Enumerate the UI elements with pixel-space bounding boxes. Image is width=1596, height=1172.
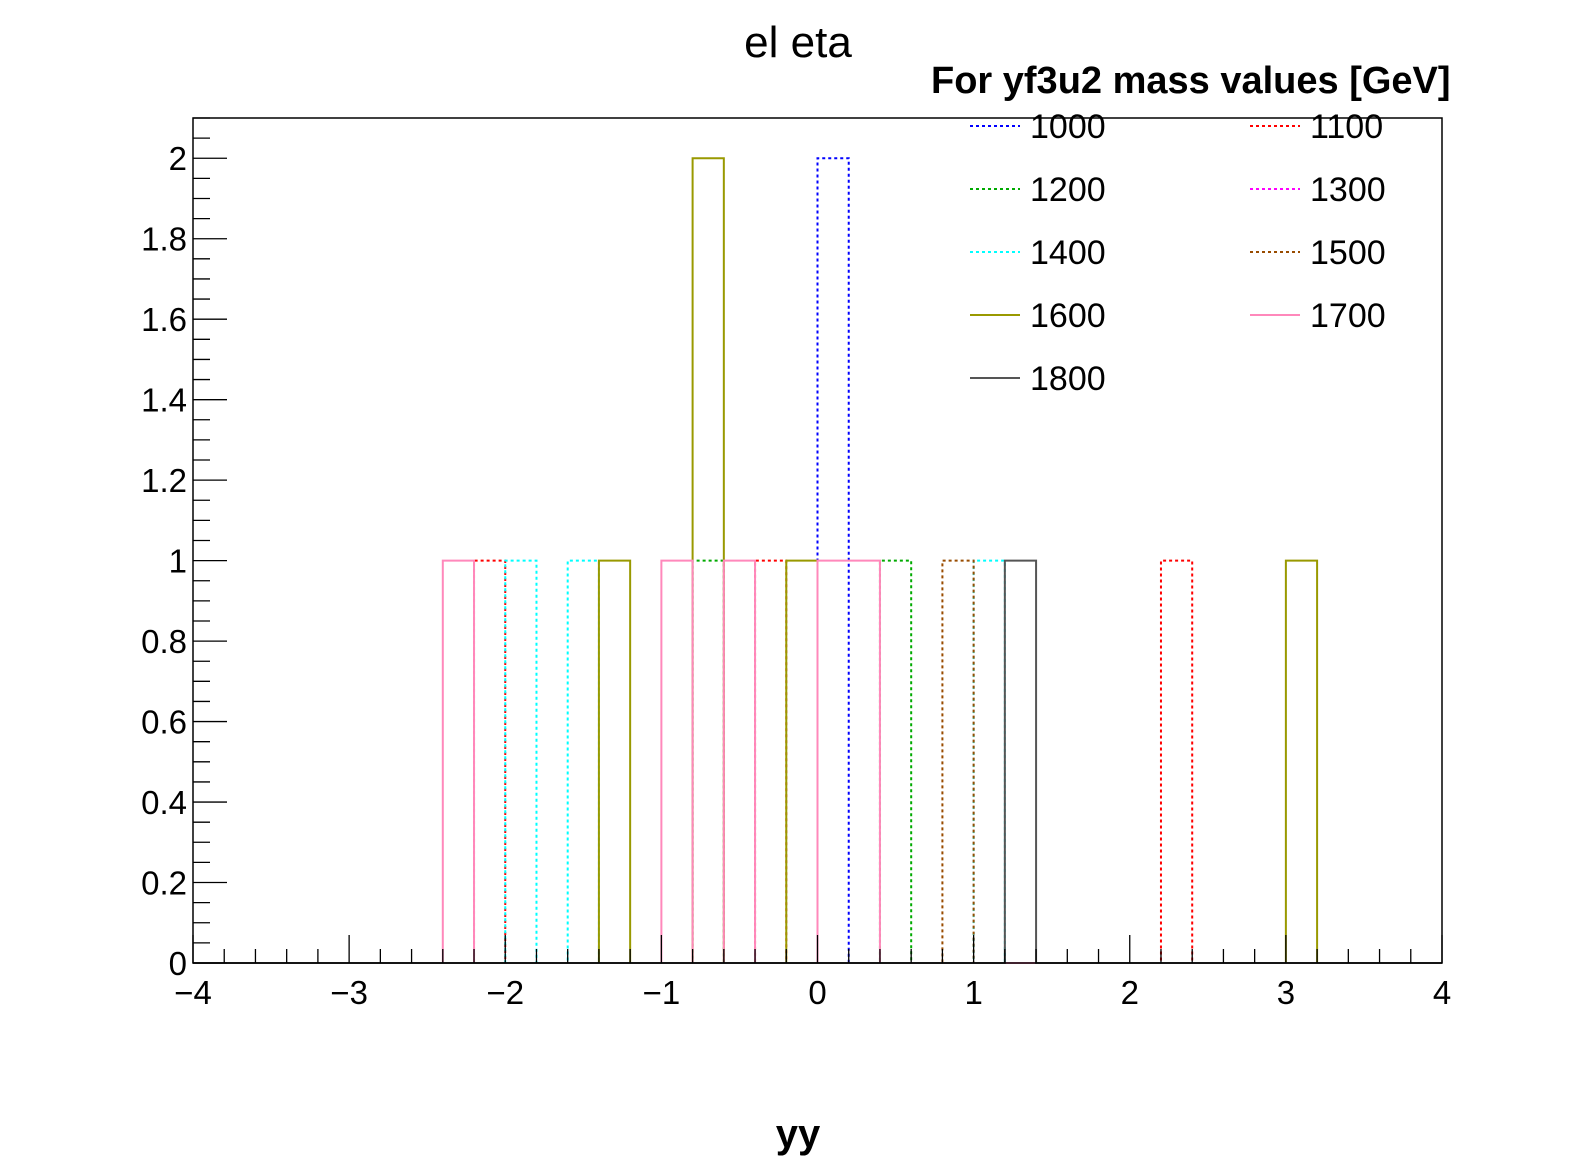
y-tick-label: 0.4 xyxy=(141,784,187,821)
x-axis-label: yy xyxy=(776,1112,821,1156)
y-axis-tick-labels: 0 0.2 0.4 0.6 0.8 1 1.2 1.4 1.6 1.8 2 xyxy=(141,140,187,982)
legend-entry-1600: 1600 xyxy=(970,297,1106,335)
legend-label: 1600 xyxy=(1030,297,1106,335)
y-tick-label: 0.2 xyxy=(141,865,187,902)
series-layer xyxy=(193,157,1442,964)
x-tick-label: 2 xyxy=(1121,974,1139,1011)
legend-entry-1000: 1000 xyxy=(970,108,1106,146)
legend-label: 1100 xyxy=(1310,108,1383,146)
chart-title: el eta xyxy=(744,18,852,67)
x-tick-label: −1 xyxy=(643,974,681,1011)
y-tick-label: 1 xyxy=(169,543,187,580)
legend-entry-1800: 1800 xyxy=(970,360,1106,398)
x-tick-label: 4 xyxy=(1433,974,1451,1011)
legend-label: 1400 xyxy=(1030,234,1106,272)
series-1700-histogram xyxy=(193,559,1442,964)
x-tick-label: −4 xyxy=(174,974,212,1011)
legend-label: 1800 xyxy=(1030,360,1106,398)
legend-label: 1300 xyxy=(1310,171,1386,209)
legend-label: 1700 xyxy=(1310,297,1386,335)
axis-ticks xyxy=(192,117,1443,964)
legend-label: 1200 xyxy=(1030,171,1106,209)
legend-entry-1500: 1500 xyxy=(1250,234,1386,272)
y-tick-label: 2 xyxy=(169,140,187,177)
legend-entry-1700: 1700 xyxy=(1250,297,1386,335)
legend-label: 1000 xyxy=(1030,108,1106,146)
y-tick-label: 1.2 xyxy=(141,462,187,499)
legend-header: For yf3u2 mass values [GeV] xyxy=(931,60,1451,102)
y-tick-label: 0 xyxy=(169,945,187,982)
x-tick-label: 0 xyxy=(808,974,826,1011)
y-tick-label: 0.6 xyxy=(141,704,187,741)
x-tick-label: 1 xyxy=(964,974,982,1011)
x-tick-label: 3 xyxy=(1277,974,1295,1011)
legend-entry-1400: 1400 xyxy=(970,234,1106,272)
legend-entry-1100: 1100 xyxy=(1250,108,1383,146)
x-axis-tick-labels: −4 −3 −2 −1 0 1 2 3 4 xyxy=(174,974,1451,1011)
x-tick-label: −2 xyxy=(486,974,524,1011)
legend-entry-1300: 1300 xyxy=(1250,171,1386,209)
legend: For yf3u2 mass values [GeV] 1000 1100 1200… xyxy=(931,60,1451,398)
legend-entry-1200: 1200 xyxy=(970,171,1106,209)
y-tick-label: 1.8 xyxy=(141,221,187,258)
y-tick-label: 0.8 xyxy=(141,623,187,660)
y-tick-label: 1.4 xyxy=(141,382,187,419)
legend-label: 1500 xyxy=(1310,234,1386,272)
y-tick-label: 1.6 xyxy=(141,301,187,338)
legend-entries: 1000 1100 1200 1300 1400 1500 1600 1700 1800 xyxy=(970,108,1386,398)
x-tick-label: −3 xyxy=(330,974,368,1011)
